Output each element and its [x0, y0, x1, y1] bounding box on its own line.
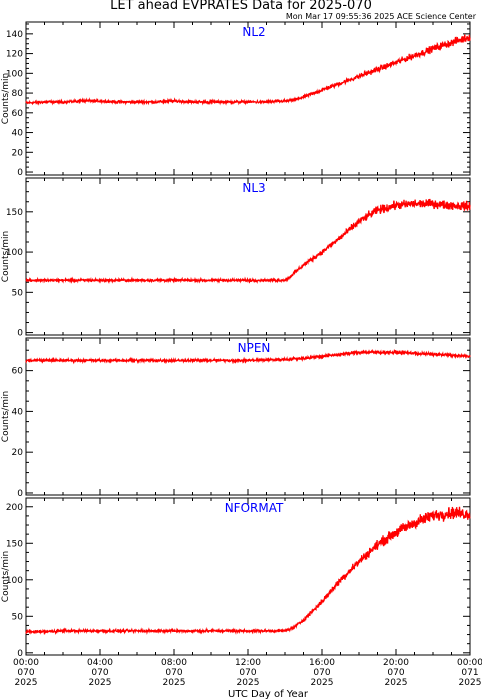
- x-tick-label: 20:00: [383, 658, 409, 668]
- x-tick-label: 2025: [385, 678, 408, 688]
- y-tick-label: 0: [17, 168, 23, 178]
- y-axis-label: Counts/min: [1, 551, 11, 602]
- series-line: [25, 506, 471, 636]
- y-axis-label: Counts/min: [1, 231, 11, 282]
- x-tick-label: 2025: [311, 678, 334, 688]
- x-axis-label: UTC Day of Year: [228, 689, 309, 700]
- panel-label: NFORMAT: [225, 501, 284, 515]
- y-tick-label: 0: [17, 329, 23, 339]
- x-tick-label: 070: [91, 668, 108, 678]
- x-tick-label: 070: [239, 668, 256, 678]
- y-tick-label: 140: [6, 30, 23, 40]
- y-tick-label: 150: [6, 539, 23, 549]
- y-tick-label: 100: [6, 248, 23, 258]
- x-tick-label: 2025: [15, 678, 38, 688]
- panel-label: NL3: [242, 181, 265, 195]
- x-tick-label: 070: [387, 668, 404, 678]
- series-line: [25, 34, 471, 106]
- y-tick-label: 100: [6, 576, 23, 586]
- x-tick-label: 2025: [89, 678, 112, 688]
- y-tick-label: 40: [12, 407, 24, 417]
- y-tick-label: 60: [12, 109, 24, 119]
- x-tick-label: 070: [165, 668, 182, 678]
- x-tick-label: 070: [17, 668, 34, 678]
- chart-title: LET ahead EVPRATES Data for 2025-070: [110, 0, 372, 13]
- y-axis-label: Counts/min: [1, 391, 11, 442]
- panel-label: NPEN: [238, 341, 271, 355]
- y-tick-label: 200: [6, 503, 23, 513]
- y-tick-label: 20: [12, 148, 24, 158]
- x-tick-label: 04:00: [87, 658, 113, 668]
- generated-timestamp: Mon Mar 17 09:55:36 2025 ACE Science Cen…: [285, 12, 476, 21]
- y-tick-label: 40: [12, 129, 24, 139]
- y-tick-label: 120: [6, 50, 23, 60]
- series-line: [25, 348, 471, 365]
- y-tick-label: 50: [12, 288, 24, 298]
- panel-label: NL2: [242, 25, 265, 39]
- y-tick-label: 50: [12, 612, 24, 622]
- x-tick-label: 00:00: [457, 658, 482, 668]
- x-tick-label: 16:00: [309, 658, 335, 668]
- y-tick-label: 0: [17, 649, 23, 659]
- y-tick-label: 80: [12, 89, 24, 99]
- x-tick-label: 2025: [459, 678, 482, 688]
- x-tick-label: 070: [313, 668, 330, 678]
- y-axis-label: Counts/min: [1, 73, 11, 124]
- x-tick-label: 071: [461, 668, 478, 678]
- y-tick-label: 60: [12, 367, 24, 377]
- y-tick-label: 100: [6, 69, 23, 79]
- x-tick-label: 08:00: [161, 658, 187, 668]
- x-tick-label: 12:00: [235, 658, 261, 668]
- x-tick-label: 00:00: [13, 658, 39, 668]
- x-tick-label: 2025: [237, 678, 260, 688]
- y-tick-label: 20: [12, 448, 24, 458]
- series-line: [25, 198, 471, 285]
- y-tick-label: 0: [17, 489, 23, 499]
- panel-frame: [25, 21, 471, 176]
- x-tick-label: 2025: [163, 678, 186, 688]
- y-tick-label: 150: [6, 208, 23, 218]
